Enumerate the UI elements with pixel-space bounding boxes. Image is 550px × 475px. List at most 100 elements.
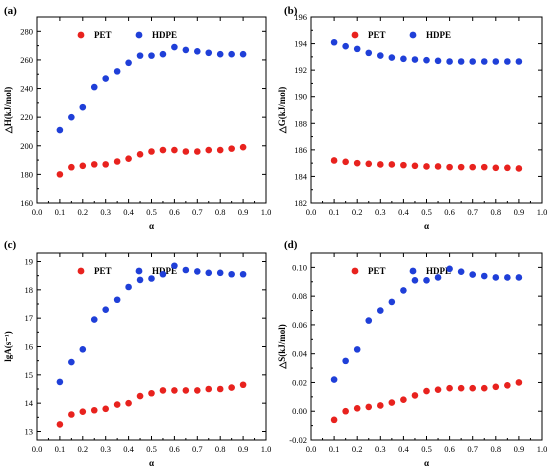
x-tick-label: 0.9: [514, 444, 525, 454]
data-point-pet: [365, 160, 373, 168]
y-tick-label: 160: [20, 198, 33, 208]
data-point-pet: [159, 387, 167, 394]
data-point-pet: [182, 148, 190, 155]
data-point-hdpe: [377, 52, 384, 59]
data-point-pet: [102, 161, 109, 168]
x-tick-label: 0.5: [146, 207, 157, 217]
y-tick-label: 0.00: [292, 406, 307, 416]
data-point-pet: [125, 399, 132, 407]
data-point-hdpe: [457, 268, 465, 276]
data-point-pet: [434, 163, 442, 170]
data-point-pet: [469, 163, 477, 171]
x-tick-label: 0.5: [421, 444, 432, 454]
y-tick-label: 17: [25, 313, 34, 323]
data-point-pet: [365, 403, 373, 411]
y-tick-label: 14: [25, 398, 34, 408]
data-point-hdpe: [79, 103, 87, 111]
data-point-hdpe: [342, 357, 349, 365]
data-point-pet: [79, 408, 87, 415]
data-point-pet: [90, 161, 98, 168]
data-point-hdpe: [182, 46, 190, 54]
data-point-pet: [457, 163, 465, 171]
data-point-pet: [113, 158, 121, 165]
data-point-hdpe: [365, 49, 373, 57]
data-point-hdpe: [159, 270, 167, 278]
data-point-pet: [377, 402, 384, 409]
data-point-hdpe: [216, 50, 224, 58]
data-point-pet: [159, 146, 167, 154]
legend-marker-hdpe: [409, 267, 417, 275]
data-point-pet: [480, 384, 488, 392]
data-point-hdpe: [102, 75, 109, 82]
legend-label-hdpe: HDPE: [426, 266, 451, 276]
x-tick-label: 0.9: [238, 207, 249, 217]
data-point-pet: [239, 143, 247, 151]
legend-label-pet: PET: [94, 30, 112, 40]
data-point-hdpe: [113, 68, 121, 75]
data-point-hdpe: [492, 274, 500, 281]
data-point-hdpe: [400, 287, 407, 294]
legend-marker-hdpe: [409, 31, 417, 39]
data-point-hdpe: [330, 38, 338, 46]
data-point-hdpe: [400, 55, 407, 63]
x-tick-label: 0.8: [215, 444, 226, 454]
data-point-pet: [446, 163, 453, 171]
data-point-pet: [353, 159, 361, 167]
data-point-pet: [171, 387, 178, 394]
data-point-hdpe: [504, 58, 511, 65]
data-point-pet: [411, 162, 419, 170]
series-hdpe: [56, 43, 247, 134]
panel-c: (c) 0.0 0.1 0.2 0.3 0.4 0.5 0.6 0.7 0.8 0.9 1.0 13 14…: [3, 239, 271, 468]
x-tick-label: 0.9: [238, 444, 249, 454]
data-point-hdpe: [79, 346, 87, 353]
data-point-hdpe: [446, 265, 453, 273]
x-tick-label: 0.8: [490, 207, 501, 217]
data-point-pet: [182, 387, 190, 394]
data-point-hdpe: [446, 58, 453, 65]
data-point-hdpe: [423, 277, 430, 284]
data-point-hdpe: [90, 83, 98, 91]
x-tick-label: 0.6: [444, 444, 455, 454]
data-point-hdpe: [113, 296, 121, 304]
y-tick-label: 200: [20, 141, 33, 151]
data-point-hdpe: [469, 271, 477, 278]
data-point-pet: [194, 148, 201, 155]
data-point-hdpe: [194, 48, 201, 55]
y-tick-label: 194: [294, 39, 308, 49]
data-point-pet: [171, 146, 178, 154]
panel-a: (a) 0.0 0.1 0.2 0.3 0.4 0.5 0.6 0.7 0.8 0.9 1.0 160 1…: [3, 5, 271, 231]
data-point-hdpe: [148, 275, 155, 282]
data-point-hdpe: [125, 283, 132, 291]
y-tick-label: 15: [25, 370, 34, 380]
x-tick-label: 0.5: [146, 444, 157, 454]
data-point-pet: [148, 389, 155, 397]
data-point-hdpe: [377, 307, 384, 314]
data-point-pet: [504, 382, 511, 389]
series-hdpe: [330, 265, 523, 383]
data-point-pet: [492, 383, 500, 391]
x-tick-label: 0.7: [467, 207, 478, 217]
y-tick-label: -0.02: [289, 435, 307, 445]
x-axis-label: α: [149, 221, 154, 231]
y-tick-label: 196: [294, 12, 307, 22]
data-point-pet: [79, 162, 87, 170]
y-tick-label: 19: [25, 257, 34, 267]
data-point-pet: [411, 392, 419, 399]
x-tick-label: 1.0: [537, 444, 548, 454]
data-point-pet: [423, 163, 430, 170]
series-pet: [330, 157, 523, 172]
legend-label-pet: PET: [94, 266, 112, 276]
x-tick-label: 0.2: [352, 207, 363, 217]
data-point-hdpe: [434, 57, 442, 65]
data-point-hdpe: [136, 276, 144, 284]
data-point-hdpe: [171, 43, 178, 51]
data-point-hdpe: [148, 52, 155, 59]
series-pet: [56, 381, 247, 428]
y-tick-label: 186: [294, 145, 307, 155]
y-axis-label: lgA(s⁻¹): [3, 331, 13, 361]
x-tick-label: 0.0: [306, 207, 317, 217]
data-point-hdpe: [411, 56, 419, 63]
legend-label-hdpe: HDPE: [426, 30, 451, 40]
data-point-hdpe: [205, 269, 213, 277]
x-tick-label: 0.4: [123, 444, 134, 454]
